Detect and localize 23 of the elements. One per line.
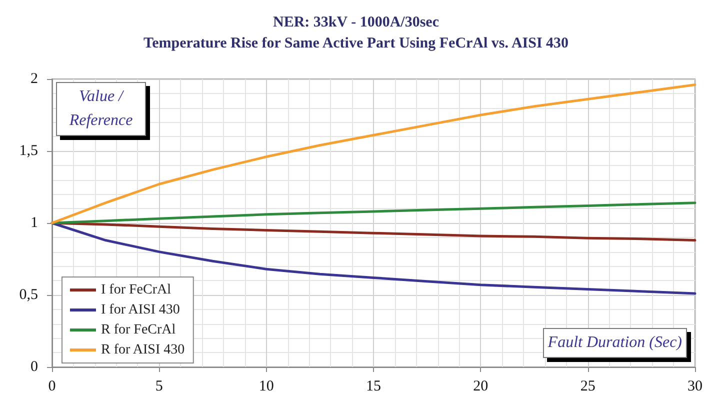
y-axis-title: Value / Reference	[56, 82, 146, 136]
legend-label: I for AISI 430	[101, 302, 180, 318]
line-series	[50, 222, 696, 295]
line-series	[50, 84, 696, 224]
chart-subtitle: Temperature Rise for Same Active Part Using FeCrAl vs. AISI 430	[143, 36, 569, 52]
y-tick-label: 1,5	[19, 143, 38, 159]
x-tick-label: 15	[366, 378, 381, 394]
legend-label: R for AISI 430	[101, 342, 185, 358]
y-tick-label: 0	[30, 359, 38, 375]
legend-label: I for FeCrAl	[101, 282, 172, 298]
legend-label: R for FeCrAl	[101, 322, 176, 338]
x-tick-label: 25	[580, 378, 596, 394]
x-tick-label: 30	[688, 378, 702, 394]
x-tick-label: 0	[48, 378, 56, 394]
x-tick-label: 20	[473, 378, 488, 394]
y-tick-label: 1	[30, 215, 38, 231]
x-tick-label: 5	[155, 378, 163, 394]
x-tick-label: 10	[258, 378, 274, 394]
y-tick-label: 0,5	[19, 287, 38, 303]
line-series	[50, 202, 696, 224]
chart-title: NER: 33kV - 1000A/30sec	[273, 14, 440, 30]
y-tick-label: 2	[30, 71, 38, 87]
x-axis-title: Fault Duration (Sec)	[542, 328, 687, 358]
